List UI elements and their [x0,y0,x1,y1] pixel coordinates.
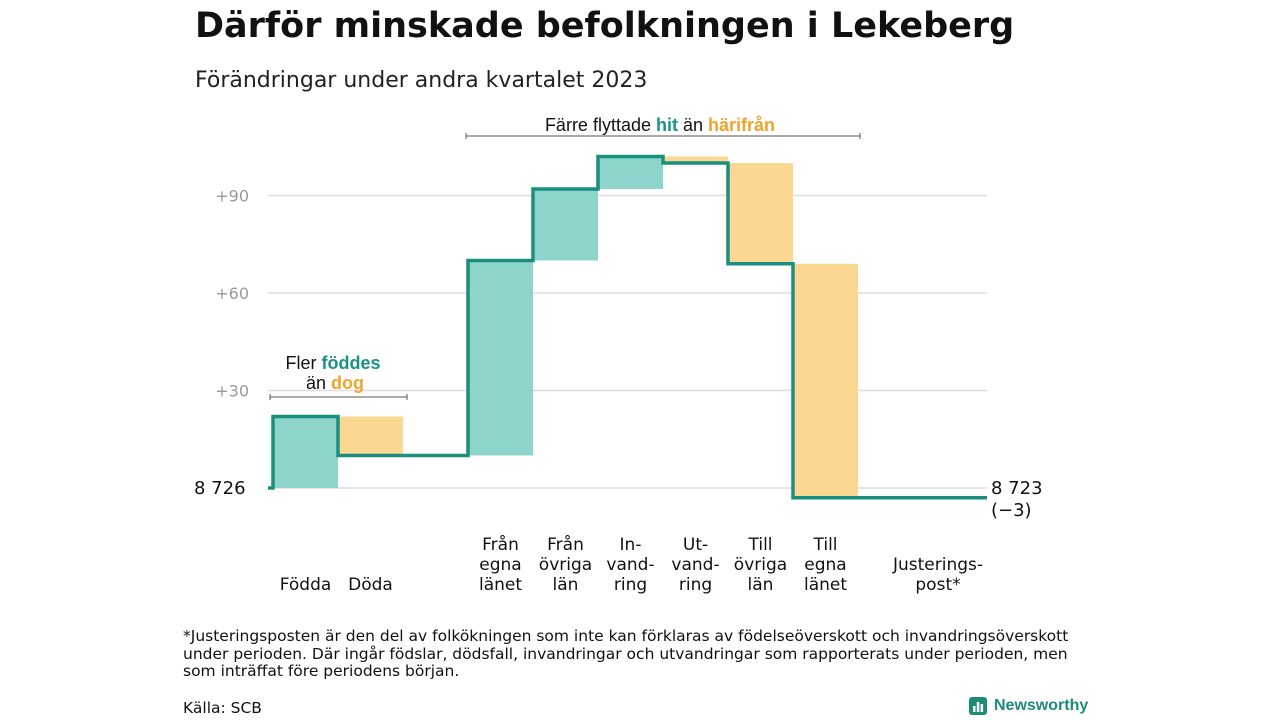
migration-annotation: Färre flyttade hit än härifrån [545,115,775,135]
category-label: Till [812,535,837,555]
category-label: övriga [734,555,787,575]
brand-logo[interactable]: Newsworthy [968,696,1088,716]
category-label: vand- [671,555,719,575]
category-label: Döda [348,575,393,595]
category-label: Ut- [683,535,708,555]
category-label: Från [547,534,584,555]
migration-bracket [465,133,861,139]
y-tick-label: +60 [215,284,249,303]
footnote: *Justeringsposten är den del av folkökni… [183,627,1069,680]
category-label: post* [915,575,960,595]
category-label: vand- [606,555,654,575]
chart-subtitle: Förändringar under andra kvartalet 2023 [195,68,648,93]
waterfall-chart: +30+60+908 726 8 723(−3)Födda DödaFrånegna… [194,115,1043,595]
y-tick-label: +30 [215,382,249,401]
bar [273,416,338,488]
category-label: ring [614,575,647,595]
births-annotation-line1: Fler föddes [285,353,380,373]
category-label: Från [482,534,519,555]
end-value-label: 8 723 [991,478,1043,499]
bar-chart-logo-icon [969,697,987,715]
category-label: ring [679,575,712,595]
bar [533,189,598,261]
end-change-label: (−3) [991,500,1032,521]
brand-name: Newsworthy [994,697,1089,714]
bar [338,416,403,456]
category-label: Justerings- [892,555,983,575]
births-bracket [269,394,408,400]
bar [663,156,728,163]
births-annotation-line2: än dog [306,373,364,393]
category-label: Till [747,535,772,555]
bar [598,156,663,189]
y-tick-label: +90 [215,187,249,206]
bar [793,263,858,498]
category-label: egna [479,555,521,575]
category-label: egna [804,555,846,575]
source-label: Källa: SCB [183,699,262,717]
category-label: län [553,575,579,595]
start-value-label: 8 726 [194,478,246,499]
category-label: Födda [280,575,332,595]
step-line [268,154,987,500]
category-label: övriga [539,555,592,575]
category-label: länet [479,575,522,595]
bar [468,260,533,456]
bar [728,163,793,264]
category-label: länet [804,575,847,595]
category-label: In- [620,535,642,555]
chart-title: Därför minskade befolkningen i Lekeberg [195,6,1015,46]
category-label: län [748,575,774,595]
